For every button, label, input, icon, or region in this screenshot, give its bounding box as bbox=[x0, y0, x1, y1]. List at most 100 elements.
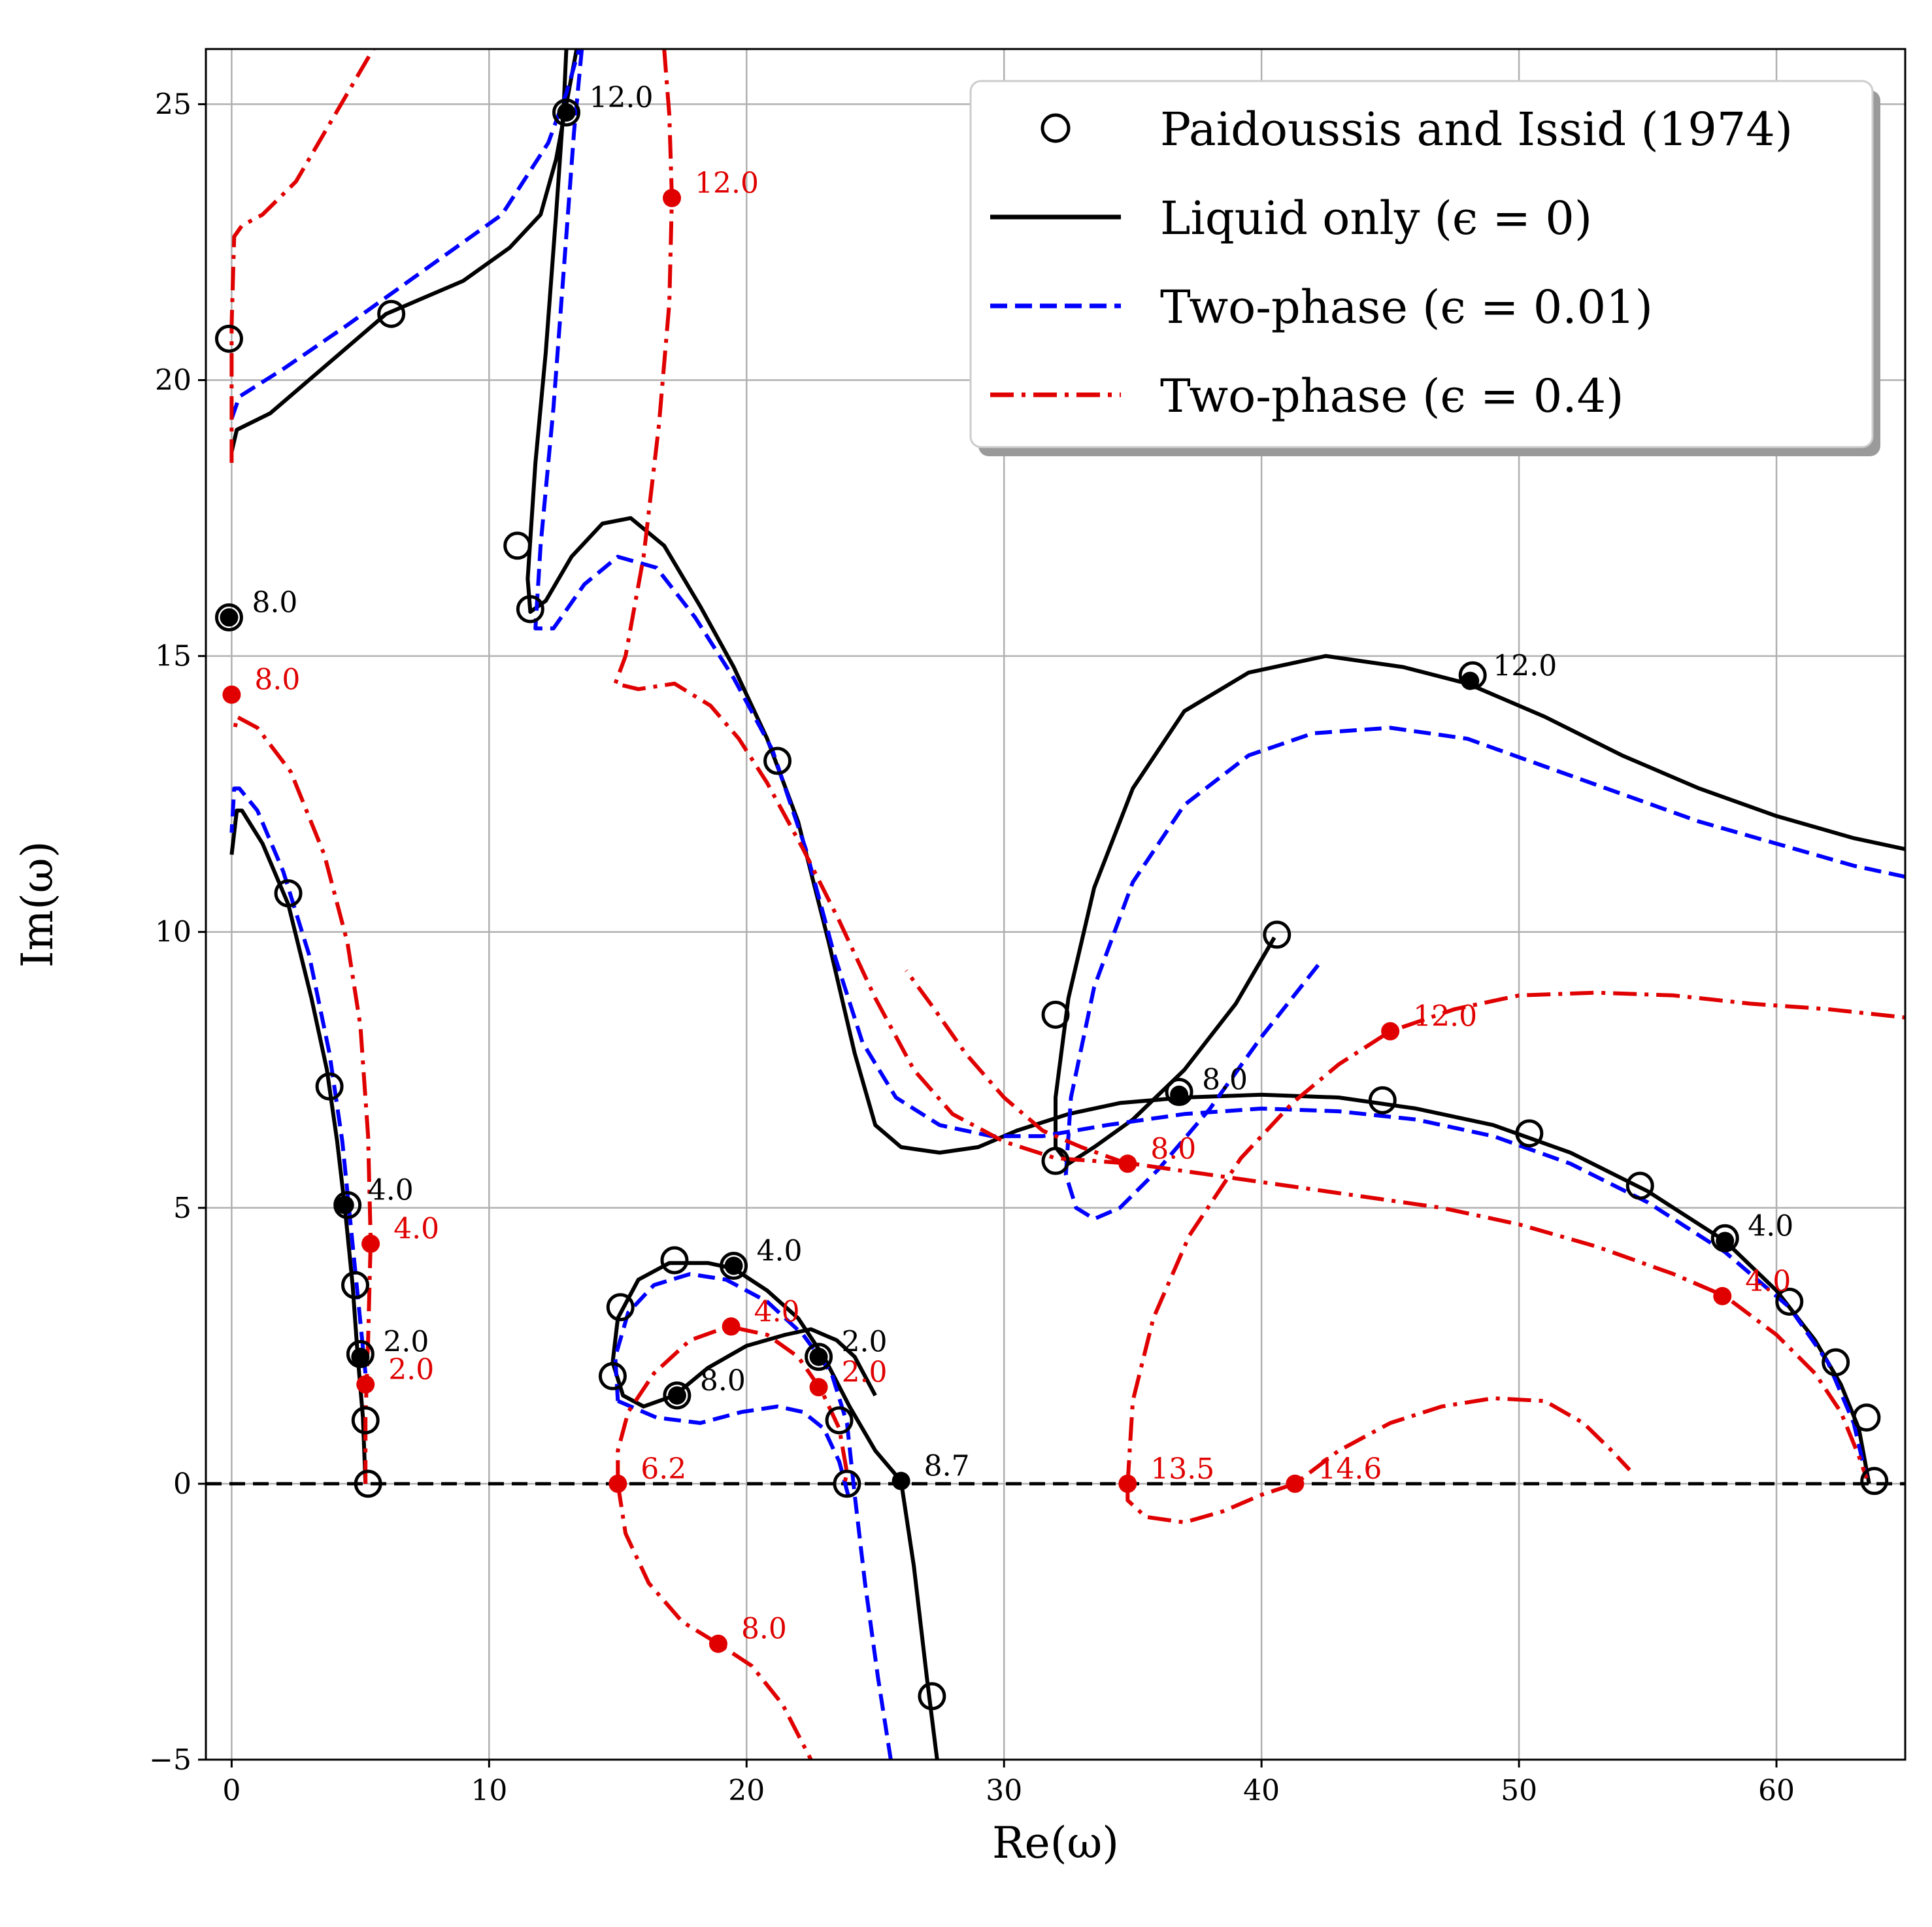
parameter-marker-label: 8.7 bbox=[924, 1450, 970, 1483]
x-tick-label: 50 bbox=[1501, 1774, 1537, 1807]
reference-circle-point bbox=[503, 531, 532, 560]
reference-circle-point bbox=[825, 1406, 854, 1435]
reference-circle-point bbox=[341, 1271, 369, 1299]
reference-circle-point bbox=[606, 1293, 635, 1322]
parameter-marker-label: 4.0 bbox=[754, 1295, 800, 1328]
series-twophase04-mode3 bbox=[1125, 1396, 1631, 1524]
reference-circle-point bbox=[598, 1362, 627, 1390]
parameter-marker-label: 8.0 bbox=[252, 586, 297, 620]
y-axis-label: Im(ω) bbox=[12, 841, 63, 968]
reference-circle-point bbox=[214, 324, 243, 353]
parameter-marker-dot bbox=[351, 1347, 370, 1366]
reference-circle-point bbox=[552, 98, 581, 127]
parameter-marker-label: 4.0 bbox=[393, 1213, 439, 1246]
parameter-marker-dot bbox=[891, 1471, 910, 1490]
parameter-marker-label: 2.0 bbox=[388, 1353, 434, 1386]
parameter-marker-label: 12.0 bbox=[1493, 650, 1557, 683]
parameter-marker-label: 8.0 bbox=[1150, 1132, 1196, 1165]
series-twophase04-loop-tail bbox=[616, 1483, 813, 1760]
parameter-marker-label: 4.0 bbox=[1745, 1265, 1791, 1298]
reference-circle-point bbox=[377, 299, 406, 328]
legend-label-twophase-04: Two-phase (ϵ = 0.4) bbox=[1160, 369, 1624, 423]
parameter-marker-label: 8.0 bbox=[254, 663, 300, 697]
y-tick-label: 0 bbox=[173, 1467, 192, 1501]
parameter-marker-dot bbox=[809, 1378, 828, 1397]
y-tick-label: 20 bbox=[155, 364, 192, 397]
series-twophase001-mode3 bbox=[1063, 726, 1905, 1221]
reference-circle-point bbox=[1852, 1403, 1881, 1432]
parameter-markers: 4.0 2.0 8.0 12.0 4.0 2.0 8.0 8.7 8.0 12.0 4.0 8.0 4.… bbox=[220, 81, 1793, 1653]
parameter-marker-dot bbox=[1286, 1474, 1305, 1493]
reference-circle-point bbox=[1515, 1119, 1544, 1148]
y-tick-label: 10 bbox=[155, 916, 192, 949]
parameter-marker-dot bbox=[663, 188, 682, 207]
parameter-marker-dot bbox=[708, 1634, 727, 1653]
parameter-marker-label: 12.0 bbox=[695, 167, 759, 200]
y-tick-label: 5 bbox=[173, 1192, 192, 1225]
parameter-marker-dot bbox=[356, 1375, 375, 1394]
reference-circle-point bbox=[660, 1246, 689, 1275]
reference-circle-point bbox=[1625, 1171, 1654, 1200]
legend-label-liquid: Liquid only (ϵ = 0) bbox=[1160, 192, 1592, 245]
x-tick-label: 40 bbox=[1243, 1774, 1280, 1807]
x-tick-label: 60 bbox=[1758, 1774, 1795, 1807]
reference-circle-point bbox=[1263, 920, 1291, 949]
series-twophase001-loop bbox=[613, 1272, 893, 1760]
reference-circle-point bbox=[663, 1381, 691, 1410]
reference-circle-point bbox=[1368, 1086, 1397, 1114]
parameter-marker-label: 12.0 bbox=[590, 81, 654, 114]
y-tick-label: −5 bbox=[149, 1743, 192, 1777]
parameter-marker-label: 6.2 bbox=[641, 1452, 686, 1486]
parameter-marker-dot bbox=[1381, 1022, 1400, 1041]
series-liquid-mode3 bbox=[1054, 654, 1905, 1166]
y-tick-label: 25 bbox=[155, 88, 192, 121]
parameter-marker-label: 8.0 bbox=[700, 1364, 746, 1398]
reference-circle-point bbox=[1822, 1348, 1850, 1377]
reference-circle-point bbox=[1041, 1000, 1070, 1029]
reference-circle-point bbox=[214, 603, 243, 632]
reference-circle-point bbox=[333, 1191, 362, 1220]
reference-circle-point bbox=[274, 879, 303, 908]
reference-circle-point bbox=[1710, 1224, 1739, 1252]
parameter-marker-dot bbox=[667, 1386, 686, 1405]
series-twophase04-loop bbox=[616, 1324, 849, 1484]
parameter-marker-label: 2.0 bbox=[383, 1326, 429, 1359]
reference-circle-point bbox=[1860, 1467, 1889, 1496]
parameter-marker-dot bbox=[361, 1234, 380, 1253]
reference-circle-point bbox=[315, 1072, 344, 1101]
series-liquid-loop-tail bbox=[673, 1327, 877, 1398]
plot-frame bbox=[205, 48, 1907, 1761]
series-twophase04-mode2b bbox=[613, 49, 1869, 1479]
parameter-marker-label: 2.0 bbox=[842, 1326, 888, 1359]
legend-label-twophase-001: Two-phase (ϵ = 0.01) bbox=[1160, 280, 1653, 334]
reference-circle-point bbox=[833, 1469, 861, 1498]
series-twophase04-mode3c bbox=[905, 969, 1129, 1166]
parameter-marker-dot bbox=[557, 103, 576, 122]
axis-ticks: 0 10 20 30 40 50 60 −5 0 5 10 15 20 25 bbox=[149, 88, 1795, 1807]
legend: Paidoussis and Issid (1974) Liquid only … bbox=[969, 80, 1880, 456]
parameter-marker-label: 4.0 bbox=[757, 1234, 803, 1267]
parameter-marker-label: 12.0 bbox=[1413, 1000, 1477, 1033]
reference-circle-point bbox=[763, 746, 792, 775]
parameter-marker-dot bbox=[1118, 1474, 1137, 1493]
x-tick-label: 0 bbox=[222, 1774, 241, 1807]
reference-circle-point bbox=[918, 1682, 946, 1711]
parameter-marker-label: 8.0 bbox=[1202, 1064, 1248, 1097]
reference-circle-point bbox=[346, 1340, 375, 1369]
parameter-marker-dot bbox=[1170, 1085, 1189, 1104]
parameter-marker-dot bbox=[1461, 671, 1480, 690]
reference-circle-point bbox=[1041, 1147, 1070, 1175]
parameter-marker-dot bbox=[220, 608, 239, 627]
parameter-marker-label: 14.6 bbox=[1318, 1452, 1382, 1486]
parameter-marker-dot bbox=[722, 1317, 741, 1336]
reference-circles bbox=[214, 98, 1889, 1711]
parameter-marker-dot bbox=[1716, 1232, 1735, 1250]
legend-circle-icon bbox=[1041, 113, 1071, 143]
parameter-marker-label: 4.0 bbox=[368, 1174, 414, 1207]
reference-circle-point bbox=[351, 1406, 380, 1435]
parameter-marker-dot bbox=[335, 1196, 354, 1215]
reference-circle-point bbox=[805, 1343, 833, 1371]
parameter-marker-label: 8.0 bbox=[741, 1613, 787, 1646]
x-axis-label: Re(ω) bbox=[992, 1818, 1119, 1868]
parameter-marker-dot bbox=[222, 685, 241, 704]
